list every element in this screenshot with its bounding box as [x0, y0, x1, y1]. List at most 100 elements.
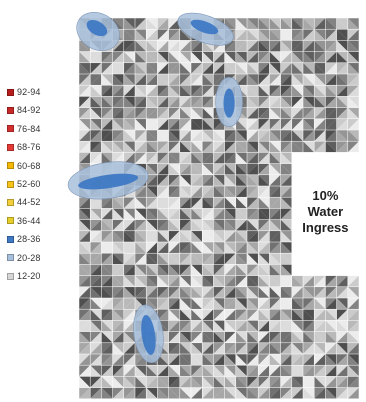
heatmap-cell	[269, 74, 281, 86]
heatmap-cell	[123, 29, 135, 41]
heatmap-cell	[79, 365, 91, 377]
heatmap-cell	[291, 141, 303, 153]
heatmap-cell	[347, 387, 359, 399]
heatmap-cell	[157, 309, 169, 321]
heatmap-cell	[90, 74, 102, 86]
heatmap-cell	[191, 320, 203, 332]
heatmap-cell	[235, 18, 247, 30]
heatmap-cell	[123, 51, 135, 63]
heatmap-cell	[79, 197, 91, 209]
heatmap-cell	[258, 174, 270, 186]
heatmap-cell	[213, 365, 225, 377]
heatmap-cell	[168, 152, 180, 164]
heatmap-cell	[314, 298, 326, 310]
heatmap-cell	[112, 230, 124, 242]
heatmap-cell	[179, 141, 191, 153]
heatmap-cell	[213, 51, 225, 63]
heatmap-cell	[247, 107, 259, 119]
heatmap-cell	[157, 230, 169, 242]
heatmap-cell	[101, 230, 113, 242]
heatmap-cell	[202, 354, 214, 366]
heatmap-cell	[79, 74, 91, 86]
heatmap-cell	[168, 208, 180, 220]
heatmap-cell	[213, 186, 225, 198]
heatmap-cell	[235, 74, 247, 86]
heatmap-cell	[146, 40, 158, 52]
heatmap-cell	[325, 141, 337, 153]
heatmap-cell	[213, 208, 225, 220]
heatmap-cell	[269, 163, 281, 175]
wet-regions	[67, 12, 243, 364]
heatmap-cell	[303, 309, 315, 321]
heatmap-cell	[303, 130, 315, 142]
heatmap-cell	[258, 275, 270, 287]
heatmap-cell	[280, 96, 292, 108]
heatmap-cell	[280, 107, 292, 119]
heatmap-cell	[280, 96, 292, 108]
heatmap-cell	[168, 96, 180, 108]
heatmap-cell	[247, 85, 259, 97]
heatmap-cell	[202, 309, 214, 321]
heatmap-cell	[90, 230, 102, 242]
heatmap-cell	[191, 163, 203, 175]
heatmap-cell	[90, 387, 102, 399]
heatmap-cell	[135, 130, 147, 142]
heatmap-cell	[247, 286, 259, 298]
legend-label: 84-92	[17, 105, 41, 116]
heatmap-cell	[123, 51, 135, 63]
heatmap-cell	[224, 130, 236, 142]
heatmap-cell	[101, 62, 113, 74]
heatmap-cell	[247, 130, 259, 142]
heatmap-cell	[314, 62, 326, 74]
heatmap-cell	[291, 320, 303, 332]
heatmap-cell	[112, 275, 124, 287]
heatmap-cell	[224, 376, 236, 388]
heatmap-cell	[258, 298, 270, 310]
heatmap-cell	[90, 264, 102, 276]
heatmap-cell	[168, 130, 180, 142]
heatmap-cell	[258, 186, 270, 198]
annotation-line-ingress: Ingress	[302, 220, 349, 235]
heatmap-cell	[314, 331, 326, 343]
heatmap-cell	[146, 152, 158, 164]
heatmap-cell	[191, 174, 203, 186]
heatmap-cell	[112, 130, 124, 142]
heatmap-cell	[135, 197, 147, 209]
heatmap-cell	[336, 342, 348, 354]
heatmap-cell	[168, 18, 180, 30]
heatmap-cell	[101, 197, 113, 209]
heatmap-cell	[112, 354, 124, 366]
heatmap-cell	[247, 40, 259, 52]
heatmap-cell	[157, 387, 169, 399]
heatmap-cell	[336, 18, 348, 30]
heatmap-cell	[191, 264, 203, 276]
heatmap-cell	[280, 197, 292, 209]
heatmap-cell	[235, 275, 247, 287]
heatmap-cell	[213, 163, 225, 175]
heatmap-cell	[202, 387, 214, 399]
heatmap-cell	[291, 376, 303, 388]
heatmap-cell	[157, 62, 169, 74]
heatmap-cell	[112, 354, 124, 366]
heatmap-cell	[90, 197, 102, 209]
heatmap-cell	[213, 342, 225, 354]
heatmap-cell	[157, 18, 169, 30]
heatmap-cell	[280, 365, 292, 377]
heatmap-cell	[191, 107, 203, 119]
heatmap-cell	[336, 40, 348, 52]
heatmap-cell	[235, 376, 247, 388]
heatmap-cell	[314, 320, 326, 332]
heatmap-cell	[168, 342, 180, 354]
heatmap-cell	[123, 230, 135, 242]
heatmap-cell	[280, 286, 292, 298]
heatmap-cell	[123, 29, 135, 41]
heatmap-cell	[179, 275, 191, 287]
heatmap-cell	[112, 62, 124, 74]
heatmap-cell	[314, 74, 326, 86]
heatmap-cell	[247, 253, 259, 265]
heatmap-cell	[146, 219, 158, 231]
heatmap-cell	[258, 174, 270, 186]
heatmap-cell	[224, 197, 236, 209]
heatmap-cell	[135, 253, 147, 265]
heatmap-cell	[112, 376, 124, 388]
